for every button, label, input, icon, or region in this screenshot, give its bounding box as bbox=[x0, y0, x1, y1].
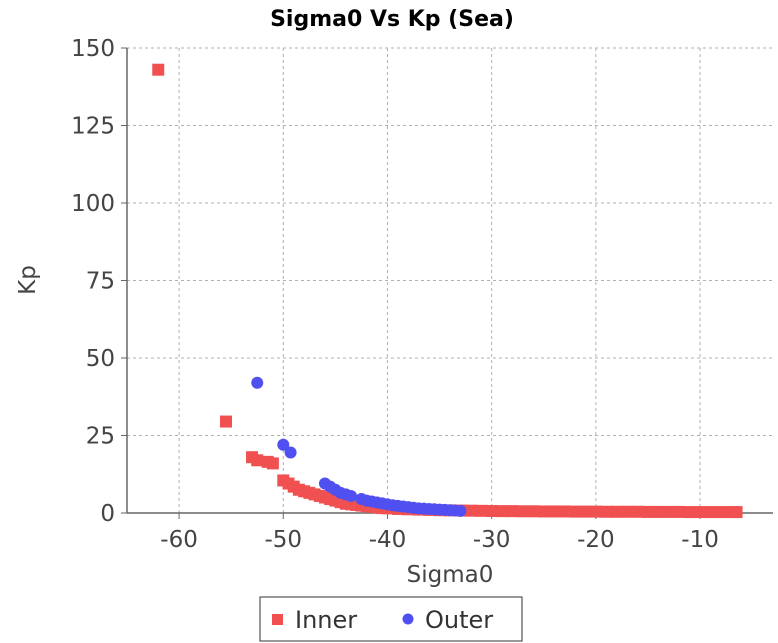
inner-point bbox=[694, 506, 707, 519]
inner-point bbox=[610, 505, 623, 518]
tick-labels: -60 -50 -40 -30 -20 -10 0 25 50 75 100 125 150 bbox=[71, 36, 719, 553]
inner-point bbox=[569, 505, 582, 518]
inner-point bbox=[516, 505, 529, 518]
inner-point bbox=[621, 505, 634, 518]
inner-point bbox=[496, 505, 509, 518]
y-tick-label: 125 bbox=[71, 114, 115, 140]
data-points bbox=[152, 63, 743, 519]
outer-point bbox=[345, 489, 358, 502]
inner-point bbox=[652, 505, 665, 518]
chart-title: Sigma0 Vs Kp (Sea) bbox=[270, 7, 514, 32]
inner-point bbox=[219, 415, 232, 428]
inner-point bbox=[683, 506, 696, 519]
x-tick-label: -20 bbox=[577, 527, 615, 553]
inner-point bbox=[730, 506, 743, 519]
y-tick-label: 150 bbox=[71, 36, 115, 62]
y-tick-label: 100 bbox=[71, 191, 115, 217]
inner-point bbox=[704, 506, 717, 519]
inner-point bbox=[662, 505, 675, 518]
outer-point bbox=[284, 446, 297, 459]
x-tick-label: -50 bbox=[265, 527, 303, 553]
inner-point bbox=[506, 505, 519, 518]
inner-point bbox=[589, 505, 602, 518]
y-tick-label: 0 bbox=[100, 501, 115, 527]
outer-point bbox=[454, 504, 467, 517]
inner-point bbox=[537, 505, 550, 518]
y-tick-label: 50 bbox=[86, 346, 115, 372]
inner-point bbox=[548, 505, 561, 518]
inner-point bbox=[251, 454, 264, 467]
legend: Inner Outer bbox=[259, 596, 523, 642]
inner-point bbox=[714, 506, 727, 519]
inner-point bbox=[527, 505, 540, 518]
inner-point bbox=[600, 505, 613, 518]
inner-point bbox=[579, 505, 592, 518]
legend-inner-marker bbox=[272, 614, 283, 625]
y-axis-label: Kp bbox=[15, 265, 41, 295]
x-tick-label: -60 bbox=[160, 527, 198, 553]
x-tick-label: -30 bbox=[473, 527, 511, 553]
inner-point bbox=[641, 505, 654, 518]
outer-point bbox=[277, 438, 290, 451]
inner-point bbox=[558, 505, 571, 518]
plot-area bbox=[127, 48, 773, 513]
inner-point bbox=[475, 504, 488, 517]
y-tick-label: 75 bbox=[86, 269, 115, 295]
inner-point bbox=[266, 457, 279, 470]
inner-point bbox=[631, 505, 644, 518]
x-tick-label: -10 bbox=[681, 527, 719, 553]
x-axis-label: Sigma0 bbox=[407, 562, 494, 588]
outer-point bbox=[251, 376, 264, 389]
legend-inner-label: Inner bbox=[295, 606, 357, 634]
inner-point bbox=[464, 504, 477, 517]
inner-point bbox=[673, 505, 686, 518]
inner-point bbox=[485, 504, 498, 517]
y-tick-label: 25 bbox=[86, 424, 115, 450]
inner-point bbox=[152, 63, 165, 76]
legend-outer-label: Outer bbox=[425, 606, 493, 634]
legend-outer-marker bbox=[402, 613, 414, 625]
x-tick-label: -40 bbox=[369, 527, 407, 553]
